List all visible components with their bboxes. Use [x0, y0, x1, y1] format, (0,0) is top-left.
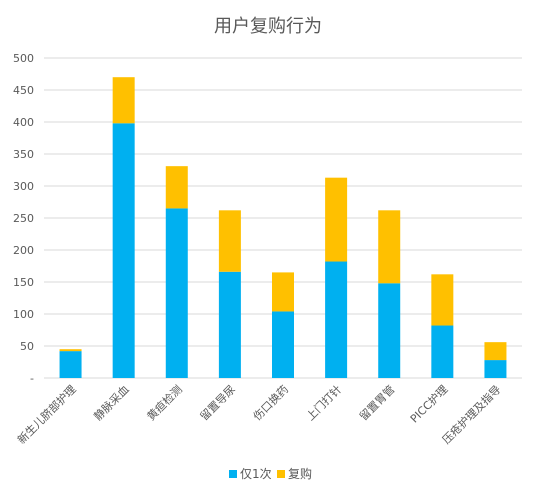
legend-swatch [277, 470, 285, 478]
y-tick-label: 50 [20, 340, 34, 353]
y-tick-label: 400 [13, 116, 34, 129]
legend-label: 复购 [288, 466, 312, 481]
x-category-label: 新生儿脐部护理 [14, 382, 78, 446]
y-tick-label: 450 [13, 84, 34, 97]
bars [59, 77, 507, 378]
bar-once [431, 325, 454, 378]
chart-title: 用户复购行为 [214, 16, 322, 37]
y-axis-tick-labels: - 50 100 150 200 250 300 350 400 450 500 [13, 52, 34, 385]
bar-repurchase [431, 274, 454, 326]
y-tick-label: 250 [13, 212, 34, 225]
bar-repurchase [484, 342, 507, 361]
x-category-label: 静脉采血 [91, 382, 132, 423]
legend-swatch [229, 470, 237, 478]
y-tick-label: 150 [13, 276, 34, 289]
x-axis-category-labels: 新生儿脐部护理 静脉采血 黄疸检测 留置导尿 伤口换药 上门打针 留置胃管 PICC护理压疮护… [14, 382, 503, 446]
bar-once [484, 360, 507, 378]
bar-once [325, 261, 348, 378]
bar-once [218, 271, 241, 378]
y-tick-label: - [30, 372, 34, 385]
bar-once [165, 208, 188, 378]
x-category-label: PICC护理 [407, 382, 450, 425]
bar-once [272, 311, 294, 378]
bar-repurchase [112, 77, 135, 124]
y-tick-label: 300 [13, 180, 34, 193]
bar-repurchase [165, 166, 188, 209]
legend-label: 仅1次 [240, 467, 272, 481]
bar-once [112, 123, 135, 378]
y-tick-label: 200 [13, 244, 34, 257]
x-category-label: 黄疸检测 [144, 382, 185, 423]
x-category-label: 上门打针 [303, 382, 344, 423]
x-category-label: 伤口换药 [250, 382, 291, 423]
x-category-label: 留置导尿 [198, 383, 238, 423]
y-tick-label: 500 [13, 52, 34, 65]
x-category-label: 留置胃管 [356, 382, 397, 423]
bar-repurchase [218, 210, 241, 272]
legend: 仅1次 复购 [229, 466, 312, 481]
y-tick-label: 350 [13, 148, 34, 161]
y-tick-label: 100 [13, 308, 34, 321]
bar-repurchase [325, 177, 348, 262]
bar-repurchase [59, 349, 82, 352]
bar-repurchase [272, 272, 294, 312]
bar-repurchase [378, 210, 401, 284]
bar-once [59, 351, 82, 378]
bar-once [378, 283, 401, 378]
